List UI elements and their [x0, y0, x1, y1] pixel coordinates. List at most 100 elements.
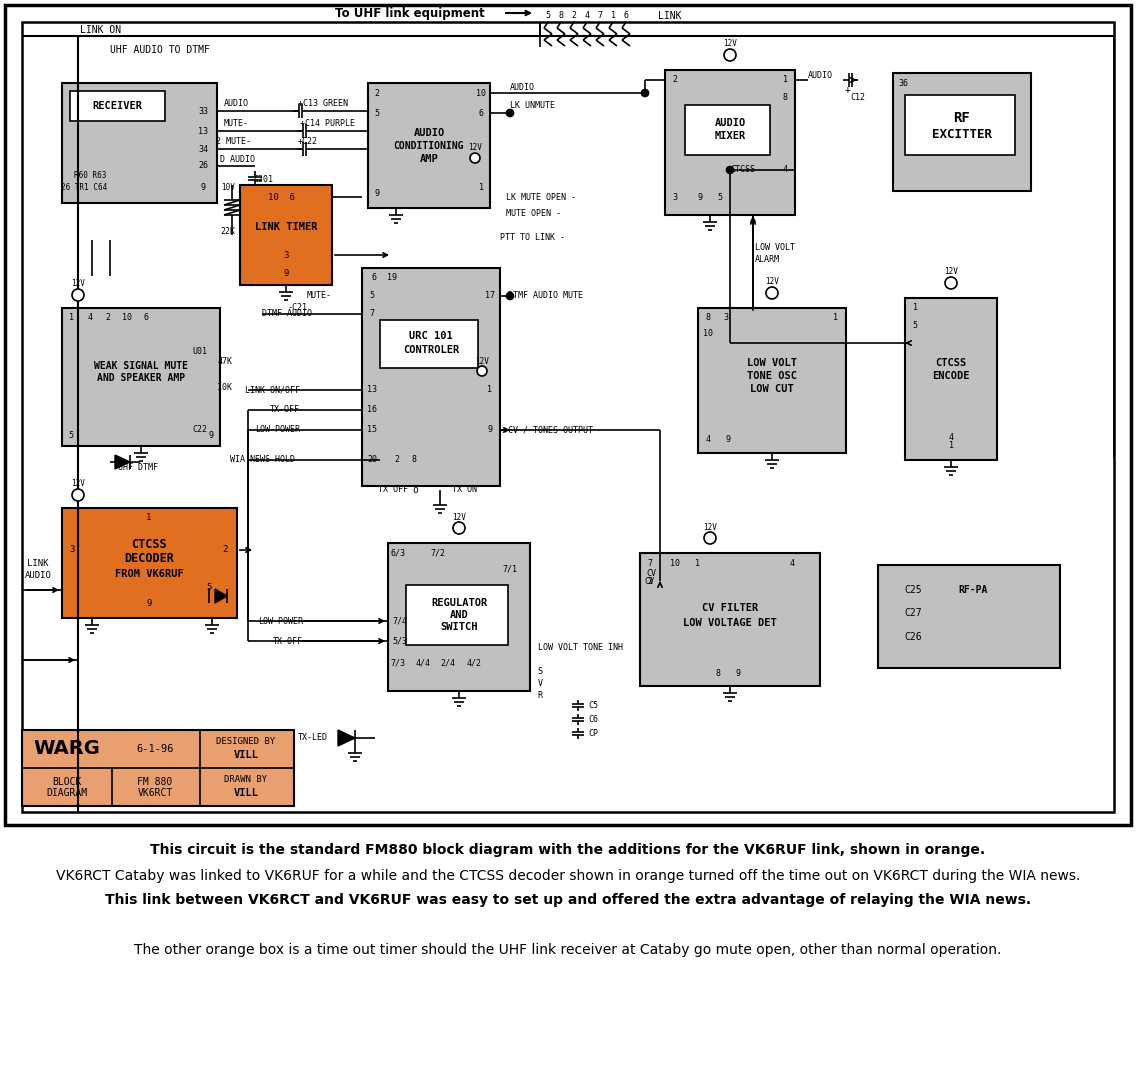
Text: +: +: [845, 85, 851, 95]
Text: RF: RF: [953, 111, 970, 126]
Text: 5: 5: [718, 194, 722, 202]
Circle shape: [724, 49, 736, 61]
Text: 7: 7: [369, 309, 375, 318]
Text: C26: C26: [904, 632, 921, 642]
Text: CTCSS: CTCSS: [935, 358, 967, 368]
Text: AUDIO: AUDIO: [808, 70, 833, 79]
Text: 4: 4: [790, 558, 794, 567]
Text: CV: CV: [644, 577, 654, 585]
Text: LINK: LINK: [27, 558, 49, 567]
Text: 5/3: 5/3: [393, 636, 408, 646]
Text: D AUDIO: D AUDIO: [220, 155, 254, 163]
Polygon shape: [215, 589, 227, 603]
Bar: [905, 298, 997, 460]
Text: 4: 4: [87, 313, 92, 321]
Text: DRAWN BY: DRAWN BY: [225, 776, 267, 784]
Text: C201: C201: [253, 175, 273, 185]
Polygon shape: [115, 456, 130, 469]
Text: REGULATOR: REGULATOR: [431, 598, 487, 608]
Text: 36: 36: [897, 79, 908, 88]
Text: 5: 5: [912, 321, 918, 330]
Text: 7/2: 7/2: [431, 549, 445, 557]
Bar: [698, 308, 846, 453]
Text: 4: 4: [585, 12, 590, 21]
Text: 9: 9: [283, 268, 289, 277]
Text: 16: 16: [367, 406, 377, 414]
Text: 12V: 12V: [72, 279, 85, 289]
Bar: [905, 95, 1014, 155]
Text: VK6RCT Cataby was linked to VK6RUF for a while and the CTCSS decoder shown in or: VK6RCT Cataby was linked to VK6RUF for a…: [56, 869, 1080, 883]
Text: UHF AUDIO TO DTMF: UHF AUDIO TO DTMF: [110, 45, 210, 55]
Text: 12V: 12V: [765, 277, 779, 287]
Text: SWITCH: SWITCH: [441, 622, 478, 632]
Bar: [22, 22, 1114, 812]
Text: 7/4: 7/4: [393, 617, 408, 625]
Circle shape: [72, 289, 84, 301]
Text: The other orange box is a time out timer should the UHF link receiver at Cataby : The other orange box is a time out timer…: [134, 944, 1002, 956]
Text: 12V: 12V: [452, 513, 466, 522]
Text: UHF DTMF: UHF DTMF: [118, 463, 158, 473]
Text: LOW-POWER: LOW-POWER: [254, 425, 300, 435]
Text: 9: 9: [200, 183, 206, 192]
Text: PTT TO LINK -: PTT TO LINK -: [500, 234, 565, 242]
Circle shape: [72, 489, 84, 501]
Text: 12V: 12V: [722, 40, 737, 49]
Circle shape: [766, 287, 778, 299]
Text: 2: 2: [394, 456, 400, 464]
Text: 6: 6: [371, 273, 376, 281]
Text: 19: 19: [387, 273, 396, 281]
Text: 4/2: 4/2: [467, 659, 482, 668]
Text: AUDIO: AUDIO: [715, 118, 745, 128]
Text: 1: 1: [783, 76, 787, 84]
Text: 9: 9: [726, 435, 730, 445]
Text: TX-OFF: TX-OFF: [273, 636, 303, 646]
Text: LOW VOLT TONE INH: LOW VOLT TONE INH: [538, 644, 623, 652]
Text: To UHF link equipment: To UHF link equipment: [335, 6, 485, 19]
Text: 2: 2: [673, 76, 677, 84]
Text: 2: 2: [571, 12, 576, 21]
Text: 22K: 22K: [220, 227, 235, 237]
Text: 33: 33: [198, 106, 208, 116]
Text: C6: C6: [588, 715, 598, 725]
Text: C12: C12: [851, 93, 866, 103]
Bar: [62, 509, 237, 618]
Text: This circuit is the standard FM880 block diagram with the additions for the VK6R: This circuit is the standard FM880 block…: [150, 843, 986, 857]
Text: MIXER: MIXER: [715, 131, 745, 141]
Text: 1: 1: [949, 441, 953, 450]
Text: 1: 1: [834, 314, 838, 322]
Text: 7: 7: [648, 558, 652, 567]
Bar: [22, 730, 294, 806]
Bar: [362, 268, 500, 486]
Text: DTMF AUDIO MUTE: DTMF AUDIO MUTE: [508, 291, 583, 301]
Text: DTMF AUDIO: DTMF AUDIO: [262, 309, 312, 318]
Text: 1: 1: [912, 303, 918, 313]
Text: 2: 2: [223, 545, 227, 554]
Text: 4: 4: [783, 166, 787, 174]
Text: VK6RCT: VK6RCT: [137, 788, 173, 799]
Text: 5: 5: [369, 291, 375, 301]
Text: TX OFF: TX OFF: [378, 486, 408, 494]
Text: R60 R63: R60 R63: [74, 171, 106, 180]
Polygon shape: [339, 730, 354, 745]
Text: 20: 20: [367, 456, 377, 464]
Text: CV: CV: [646, 568, 655, 578]
Text: 12V: 12V: [944, 267, 958, 277]
Text: 5: 5: [545, 12, 551, 21]
Text: R: R: [537, 690, 543, 699]
Text: AUDIO: AUDIO: [224, 100, 249, 108]
Text: 9: 9: [698, 194, 702, 202]
Text: 12V: 12V: [475, 356, 488, 366]
Bar: [878, 565, 1060, 668]
Text: LINK: LINK: [658, 11, 682, 21]
Text: DECODER: DECODER: [124, 552, 174, 565]
Text: ENCODE: ENCODE: [933, 371, 970, 381]
Text: CV / TONES OUTPUT: CV / TONES OUTPUT: [508, 425, 593, 435]
Text: LOW VOLTAGE DET: LOW VOLTAGE DET: [683, 618, 777, 628]
Text: MUTE OPEN -: MUTE OPEN -: [506, 209, 561, 217]
Text: WEAK SIGNAL MUTE: WEAK SIGNAL MUTE: [94, 361, 187, 371]
Text: 7: 7: [598, 12, 602, 21]
Text: 6: 6: [624, 12, 628, 21]
Text: URC 101: URC 101: [409, 331, 453, 341]
Text: 15: 15: [367, 425, 377, 435]
Text: 4: 4: [949, 434, 953, 443]
